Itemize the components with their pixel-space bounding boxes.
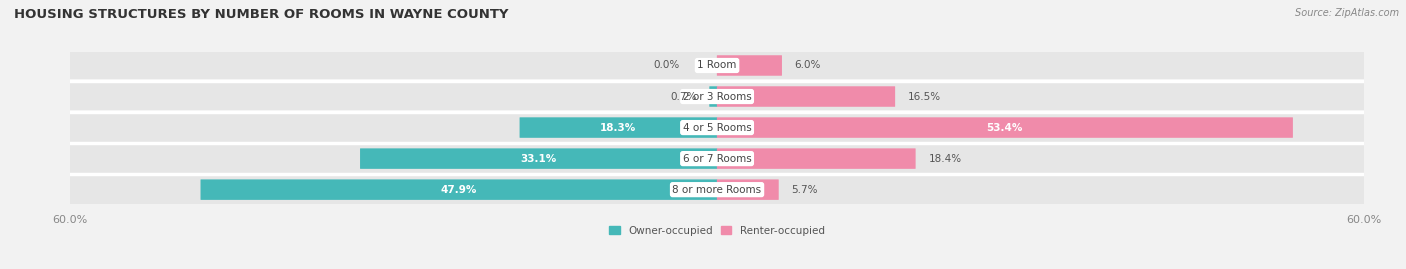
FancyBboxPatch shape bbox=[70, 52, 1364, 79]
FancyBboxPatch shape bbox=[201, 179, 717, 200]
FancyBboxPatch shape bbox=[717, 117, 1294, 138]
FancyBboxPatch shape bbox=[717, 86, 896, 107]
FancyBboxPatch shape bbox=[717, 55, 782, 76]
FancyBboxPatch shape bbox=[70, 145, 1364, 173]
Text: HOUSING STRUCTURES BY NUMBER OF ROOMS IN WAYNE COUNTY: HOUSING STRUCTURES BY NUMBER OF ROOMS IN… bbox=[14, 8, 509, 21]
Text: 16.5%: 16.5% bbox=[908, 91, 941, 101]
Text: 33.1%: 33.1% bbox=[520, 154, 557, 164]
Text: 8 or more Rooms: 8 or more Rooms bbox=[672, 185, 762, 195]
Text: 0.0%: 0.0% bbox=[652, 61, 679, 70]
Text: 4 or 5 Rooms: 4 or 5 Rooms bbox=[683, 123, 751, 133]
FancyBboxPatch shape bbox=[520, 117, 717, 138]
FancyBboxPatch shape bbox=[70, 114, 1364, 141]
Text: 18.3%: 18.3% bbox=[600, 123, 637, 133]
Text: 6.0%: 6.0% bbox=[794, 61, 821, 70]
Text: Source: ZipAtlas.com: Source: ZipAtlas.com bbox=[1295, 8, 1399, 18]
FancyBboxPatch shape bbox=[717, 148, 915, 169]
Legend: Owner-occupied, Renter-occupied: Owner-occupied, Renter-occupied bbox=[605, 222, 830, 240]
Text: 47.9%: 47.9% bbox=[440, 185, 477, 195]
FancyBboxPatch shape bbox=[70, 83, 1364, 111]
Text: 0.7%: 0.7% bbox=[671, 91, 696, 101]
FancyBboxPatch shape bbox=[709, 86, 717, 107]
Text: 18.4%: 18.4% bbox=[928, 154, 962, 164]
FancyBboxPatch shape bbox=[70, 176, 1364, 204]
Text: 2 or 3 Rooms: 2 or 3 Rooms bbox=[683, 91, 751, 101]
FancyBboxPatch shape bbox=[717, 179, 779, 200]
Text: 6 or 7 Rooms: 6 or 7 Rooms bbox=[683, 154, 751, 164]
FancyBboxPatch shape bbox=[360, 148, 717, 169]
Text: 1 Room: 1 Room bbox=[697, 61, 737, 70]
Text: 5.7%: 5.7% bbox=[792, 185, 818, 195]
Text: 53.4%: 53.4% bbox=[987, 123, 1024, 133]
